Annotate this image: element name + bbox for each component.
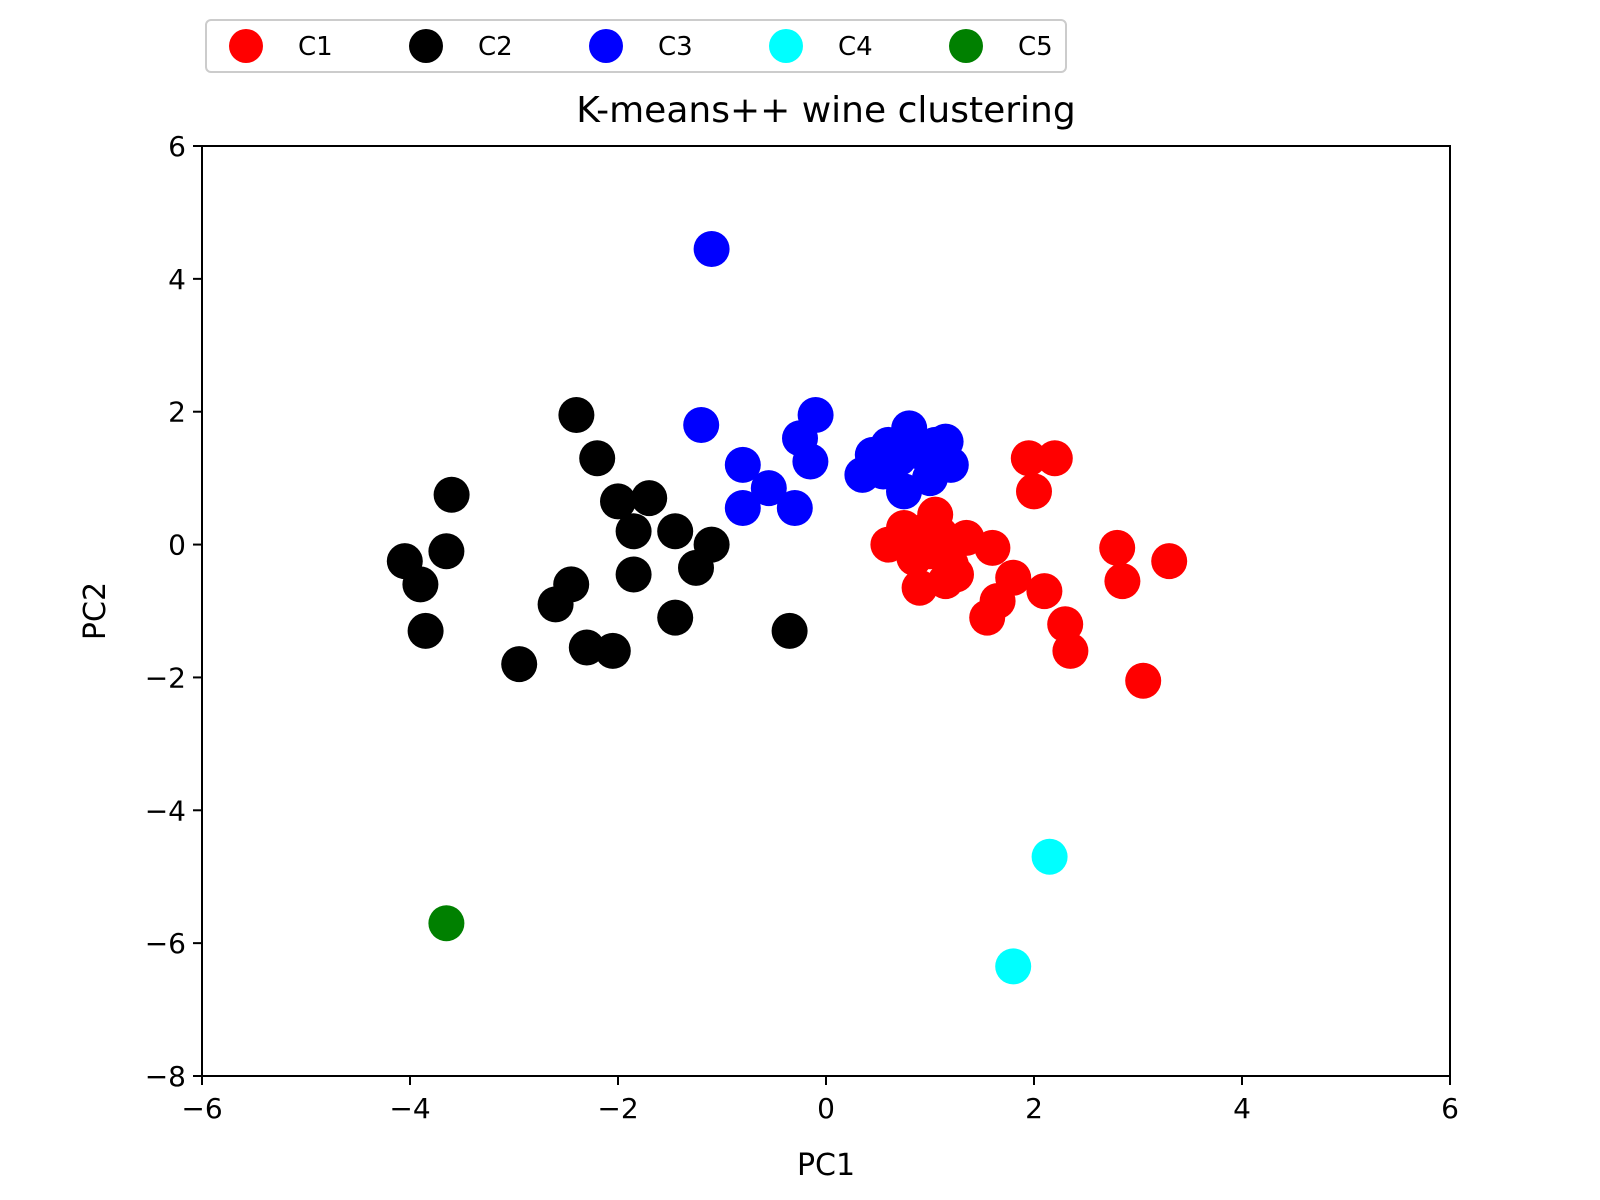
legend-marker-c3 bbox=[589, 29, 623, 63]
x-tick-label: −4 bbox=[389, 1092, 430, 1125]
data-point-c1 bbox=[1010, 440, 1047, 477]
legend-label-c2: C2 bbox=[478, 32, 513, 62]
y-tick-label: 4 bbox=[168, 263, 186, 296]
data-point-c2 bbox=[615, 513, 652, 550]
data-point-c3 bbox=[880, 440, 917, 477]
x-axis-ticks: −6 −4 −2 0 2 4 6 bbox=[181, 1076, 1459, 1125]
legend-label-c4: C4 bbox=[838, 32, 873, 62]
legend-marker-c5 bbox=[949, 29, 983, 63]
legend-marker-c4 bbox=[769, 29, 803, 63]
data-point-c1 bbox=[974, 529, 1011, 566]
data-point-c3 bbox=[683, 407, 720, 443]
data-point-c1 bbox=[1151, 543, 1188, 580]
data-point-c2 bbox=[615, 556, 652, 593]
chart-title: K-means++ wine clustering bbox=[576, 90, 1075, 131]
legend-marker-c2 bbox=[409, 29, 443, 63]
x-tick-label: −2 bbox=[597, 1092, 638, 1125]
y-tick-label: −6 bbox=[145, 927, 186, 960]
data-point-c1 bbox=[1016, 473, 1052, 510]
plot-frame bbox=[201, 145, 1451, 1077]
data-point-c2 bbox=[657, 599, 694, 636]
legend: C1 C2 C3 C4 C5 bbox=[205, 19, 1067, 73]
y-tick-label: 2 bbox=[168, 396, 186, 429]
data-point-c3 bbox=[750, 470, 787, 507]
x-tick-label: −6 bbox=[181, 1092, 222, 1125]
data-point-c1 bbox=[1104, 563, 1141, 600]
x-axis-label: PC1 bbox=[797, 1148, 855, 1183]
data-point-c2 bbox=[402, 566, 439, 603]
data-point-c2 bbox=[501, 646, 538, 683]
data-points bbox=[386, 230, 1188, 985]
data-point-c1 bbox=[1099, 529, 1136, 566]
y-tick-label: −2 bbox=[145, 661, 186, 694]
legend-label-c3: C3 bbox=[658, 32, 693, 62]
legend-marker-c1 bbox=[229, 29, 263, 63]
data-point-c2 bbox=[594, 632, 631, 669]
data-point-c1 bbox=[938, 556, 974, 593]
data-point-c2 bbox=[428, 533, 465, 570]
y-axis-ticks: −8 −6 −4 −2 0 2 4 6 bbox=[145, 130, 202, 1093]
x-tick-label: 6 bbox=[1441, 1092, 1459, 1125]
data-point-c2 bbox=[771, 612, 808, 649]
x-tick-label: 0 bbox=[817, 1092, 835, 1125]
data-point-c3 bbox=[693, 230, 730, 267]
data-point-c1 bbox=[1026, 573, 1063, 610]
data-point-c1 bbox=[969, 599, 1006, 636]
y-tick-label: 6 bbox=[168, 130, 186, 163]
data-point-c2 bbox=[600, 483, 636, 520]
data-point-c2 bbox=[693, 526, 730, 563]
data-point-c1 bbox=[1036, 440, 1073, 477]
data-point-c1 bbox=[1125, 662, 1162, 699]
data-point-c2 bbox=[579, 440, 616, 477]
data-point-c3 bbox=[724, 490, 761, 527]
y-tick-label: −4 bbox=[145, 794, 186, 827]
data-point-c3 bbox=[932, 446, 969, 483]
data-point-c3 bbox=[792, 443, 829, 480]
y-axis-label: PC2 bbox=[78, 582, 113, 640]
data-point-c4 bbox=[1031, 838, 1068, 875]
data-point-c3 bbox=[776, 490, 813, 527]
data-point-c3 bbox=[797, 397, 834, 434]
y-tick-label: 0 bbox=[168, 529, 186, 562]
data-point-c2 bbox=[407, 612, 444, 649]
data-point-c3 bbox=[724, 446, 761, 483]
data-point-c5 bbox=[428, 905, 465, 942]
data-point-c2 bbox=[553, 566, 590, 603]
y-tick-label: −8 bbox=[145, 1060, 186, 1093]
data-point-c1 bbox=[1052, 632, 1089, 669]
legend-label-c5: C5 bbox=[1018, 32, 1053, 62]
data-point-c2 bbox=[631, 480, 668, 517]
x-tick-label: 4 bbox=[1233, 1092, 1251, 1125]
x-tick-label: 2 bbox=[1025, 1092, 1043, 1125]
data-point-c2 bbox=[433, 476, 470, 513]
legend-box bbox=[205, 19, 1067, 73]
data-point-c2 bbox=[657, 513, 694, 550]
data-point-c2 bbox=[558, 397, 595, 434]
data-point-c4 bbox=[995, 948, 1032, 985]
legend-label-c1: C1 bbox=[298, 32, 333, 62]
